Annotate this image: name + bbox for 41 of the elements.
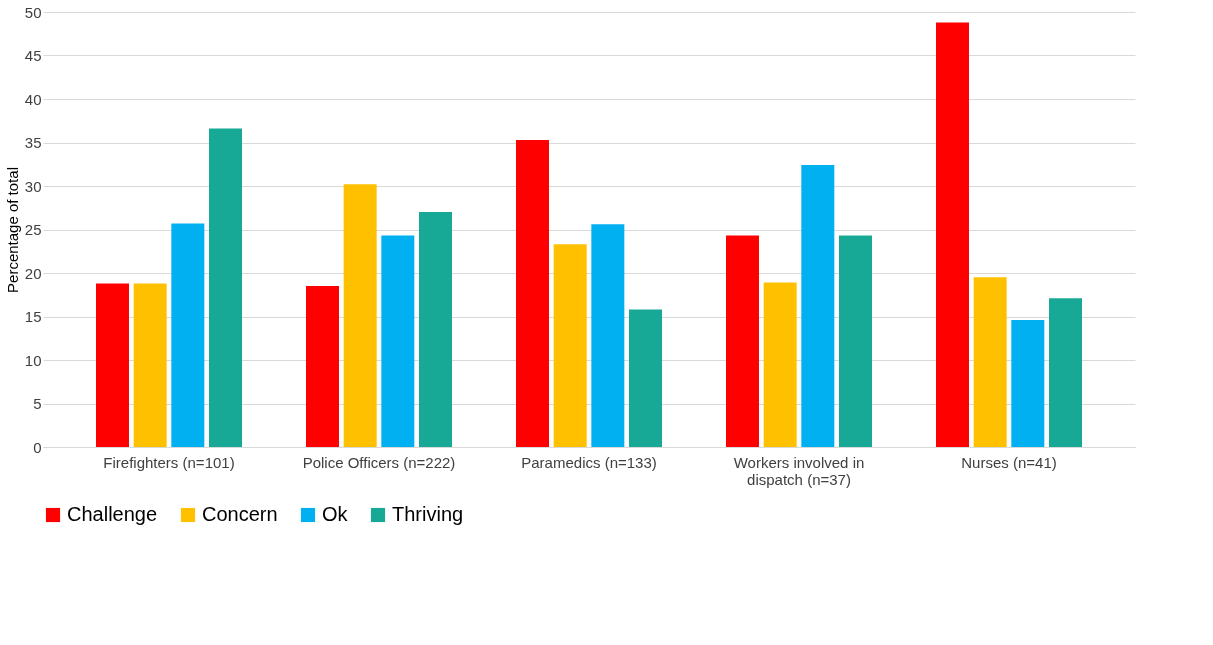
bar <box>171 223 205 447</box>
legend-label: Ok <box>322 503 349 525</box>
x-tick-label: Workers involved in dispatch (n=37) <box>733 453 865 488</box>
bar <box>419 212 452 447</box>
bar <box>96 283 129 447</box>
bar <box>763 282 797 447</box>
x-tick-label: Firefighters (n=101) <box>103 453 235 471</box>
bar <box>516 139 549 447</box>
y-tick-label: 50 <box>24 3 42 21</box>
bar <box>629 309 662 447</box>
bar <box>1049 298 1082 447</box>
y-tick-label: 20 <box>24 264 42 282</box>
bar <box>209 128 242 447</box>
y-tick-label: 30 <box>24 177 42 195</box>
y-tick-label: 5 <box>33 395 42 412</box>
y-tick-label: 15 <box>24 308 42 325</box>
y-tick-label: 25 <box>24 221 42 238</box>
legend-label: Thriving <box>392 503 464 525</box>
legend-label: Challenge <box>67 503 158 525</box>
bar <box>591 224 625 447</box>
y-tick-label: 10 <box>24 351 42 369</box>
bar <box>306 286 339 447</box>
bar <box>839 235 872 447</box>
bar <box>553 244 587 447</box>
bar <box>343 184 377 447</box>
bar <box>936 22 969 447</box>
bar <box>973 277 1007 447</box>
y-tick-label: 0 <box>33 438 42 456</box>
legend-label: Concern <box>202 503 278 525</box>
y-tick-label: 40 <box>24 90 42 108</box>
bar <box>801 165 835 447</box>
bar <box>726 235 759 447</box>
bar <box>381 235 415 447</box>
bar <box>1011 319 1045 447</box>
x-tick-label: Nurses (n=41) <box>961 453 1057 471</box>
bar <box>133 283 167 447</box>
y-axis-title: Percentage of total <box>3 167 21 293</box>
x-tick-label: Paramedics (n=133) <box>521 453 657 471</box>
y-tick-label: 45 <box>24 47 42 64</box>
y-tick-label: 35 <box>24 134 42 151</box>
x-tick-label: Police Officers (n=222) <box>302 453 456 471</box>
